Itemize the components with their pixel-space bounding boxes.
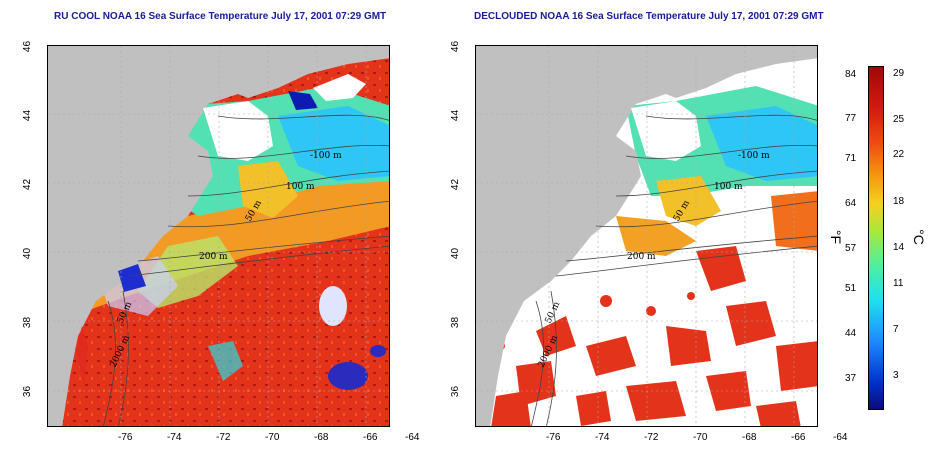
celsius-tick: 25 bbox=[893, 114, 905, 125]
x-tick-label: -64 bbox=[405, 432, 420, 443]
y-tick-label: 44 bbox=[22, 109, 34, 122]
contour-label: -100 m bbox=[310, 151, 342, 161]
x-tick-label: -68 bbox=[742, 432, 757, 443]
x-tick-label: -70 bbox=[693, 432, 708, 443]
fahrenheit-tick: 57 bbox=[845, 243, 857, 254]
y-tick-label: 36 bbox=[450, 385, 462, 398]
y-tick-label: 40 bbox=[22, 247, 34, 260]
x-tick-label: -74 bbox=[167, 432, 182, 443]
contour-label: 100 m bbox=[714, 182, 743, 192]
x-tick-label: -76 bbox=[546, 432, 561, 443]
fahrenheit-tick: 64 bbox=[845, 198, 857, 209]
celsius-tick: 22 bbox=[893, 149, 905, 160]
y-tick-label: 46 bbox=[22, 40, 34, 53]
fahrenheit-unit: °F bbox=[828, 229, 845, 245]
fahrenheit-tick: 44 bbox=[845, 328, 857, 339]
x-tick-label: -70 bbox=[265, 432, 280, 443]
celsius-tick: 7 bbox=[893, 324, 899, 335]
x-tick-label: -66 bbox=[363, 432, 378, 443]
right-map-title: DECLOUDED NOAA 16 Sea Surface Temperatur… bbox=[474, 11, 824, 22]
fahrenheit-tick: 84 bbox=[845, 69, 857, 80]
x-tick-label: -72 bbox=[216, 432, 231, 443]
x-tick-label: -64 bbox=[833, 432, 848, 443]
celsius-tick: 18 bbox=[893, 196, 905, 207]
fahrenheit-tick: 37 bbox=[845, 373, 857, 384]
contour-label: 200 m bbox=[199, 252, 228, 262]
y-tick-label: 42 bbox=[22, 178, 34, 191]
x-tick-label: -72 bbox=[644, 432, 659, 443]
contour-label: -100 m bbox=[738, 151, 770, 161]
y-tick-label: 38 bbox=[450, 316, 462, 329]
celsius-tick: 11 bbox=[893, 278, 904, 289]
y-tick-label: 44 bbox=[450, 109, 462, 122]
right-sst-map[interactable]: -100 m 100 m 50 m 200 m 50 m 2000 m bbox=[475, 45, 818, 427]
x-tick-label: -76 bbox=[118, 432, 133, 443]
temperature-colorbar bbox=[868, 66, 884, 410]
y-tick-label: 42 bbox=[450, 178, 462, 191]
y-tick-label: 40 bbox=[450, 247, 462, 260]
contour-label: 200 m bbox=[627, 252, 656, 262]
celsius-unit: °C bbox=[910, 229, 927, 245]
fahrenheit-tick: 71 bbox=[845, 153, 857, 164]
x-tick-label: -74 bbox=[595, 432, 610, 443]
contour-label: 100 m bbox=[286, 182, 315, 192]
fahrenheit-tick: 77 bbox=[845, 113, 857, 124]
left-sst-map[interactable]: -100 m 100 m 50 m 200 m 50 m 2000 m bbox=[47, 45, 390, 427]
y-tick-label: 38 bbox=[22, 316, 34, 329]
x-tick-label: -66 bbox=[791, 432, 806, 443]
left-map-title: RU COOL NOAA 16 Sea Surface Temperature … bbox=[54, 11, 387, 22]
fahrenheit-tick: 51 bbox=[845, 283, 857, 294]
y-tick-label: 46 bbox=[450, 40, 462, 53]
x-tick-label: -68 bbox=[314, 432, 329, 443]
celsius-tick: 14 bbox=[893, 242, 905, 253]
celsius-tick: 3 bbox=[893, 370, 899, 381]
celsius-tick: 29 bbox=[893, 68, 905, 79]
y-tick-label: 36 bbox=[22, 385, 34, 398]
